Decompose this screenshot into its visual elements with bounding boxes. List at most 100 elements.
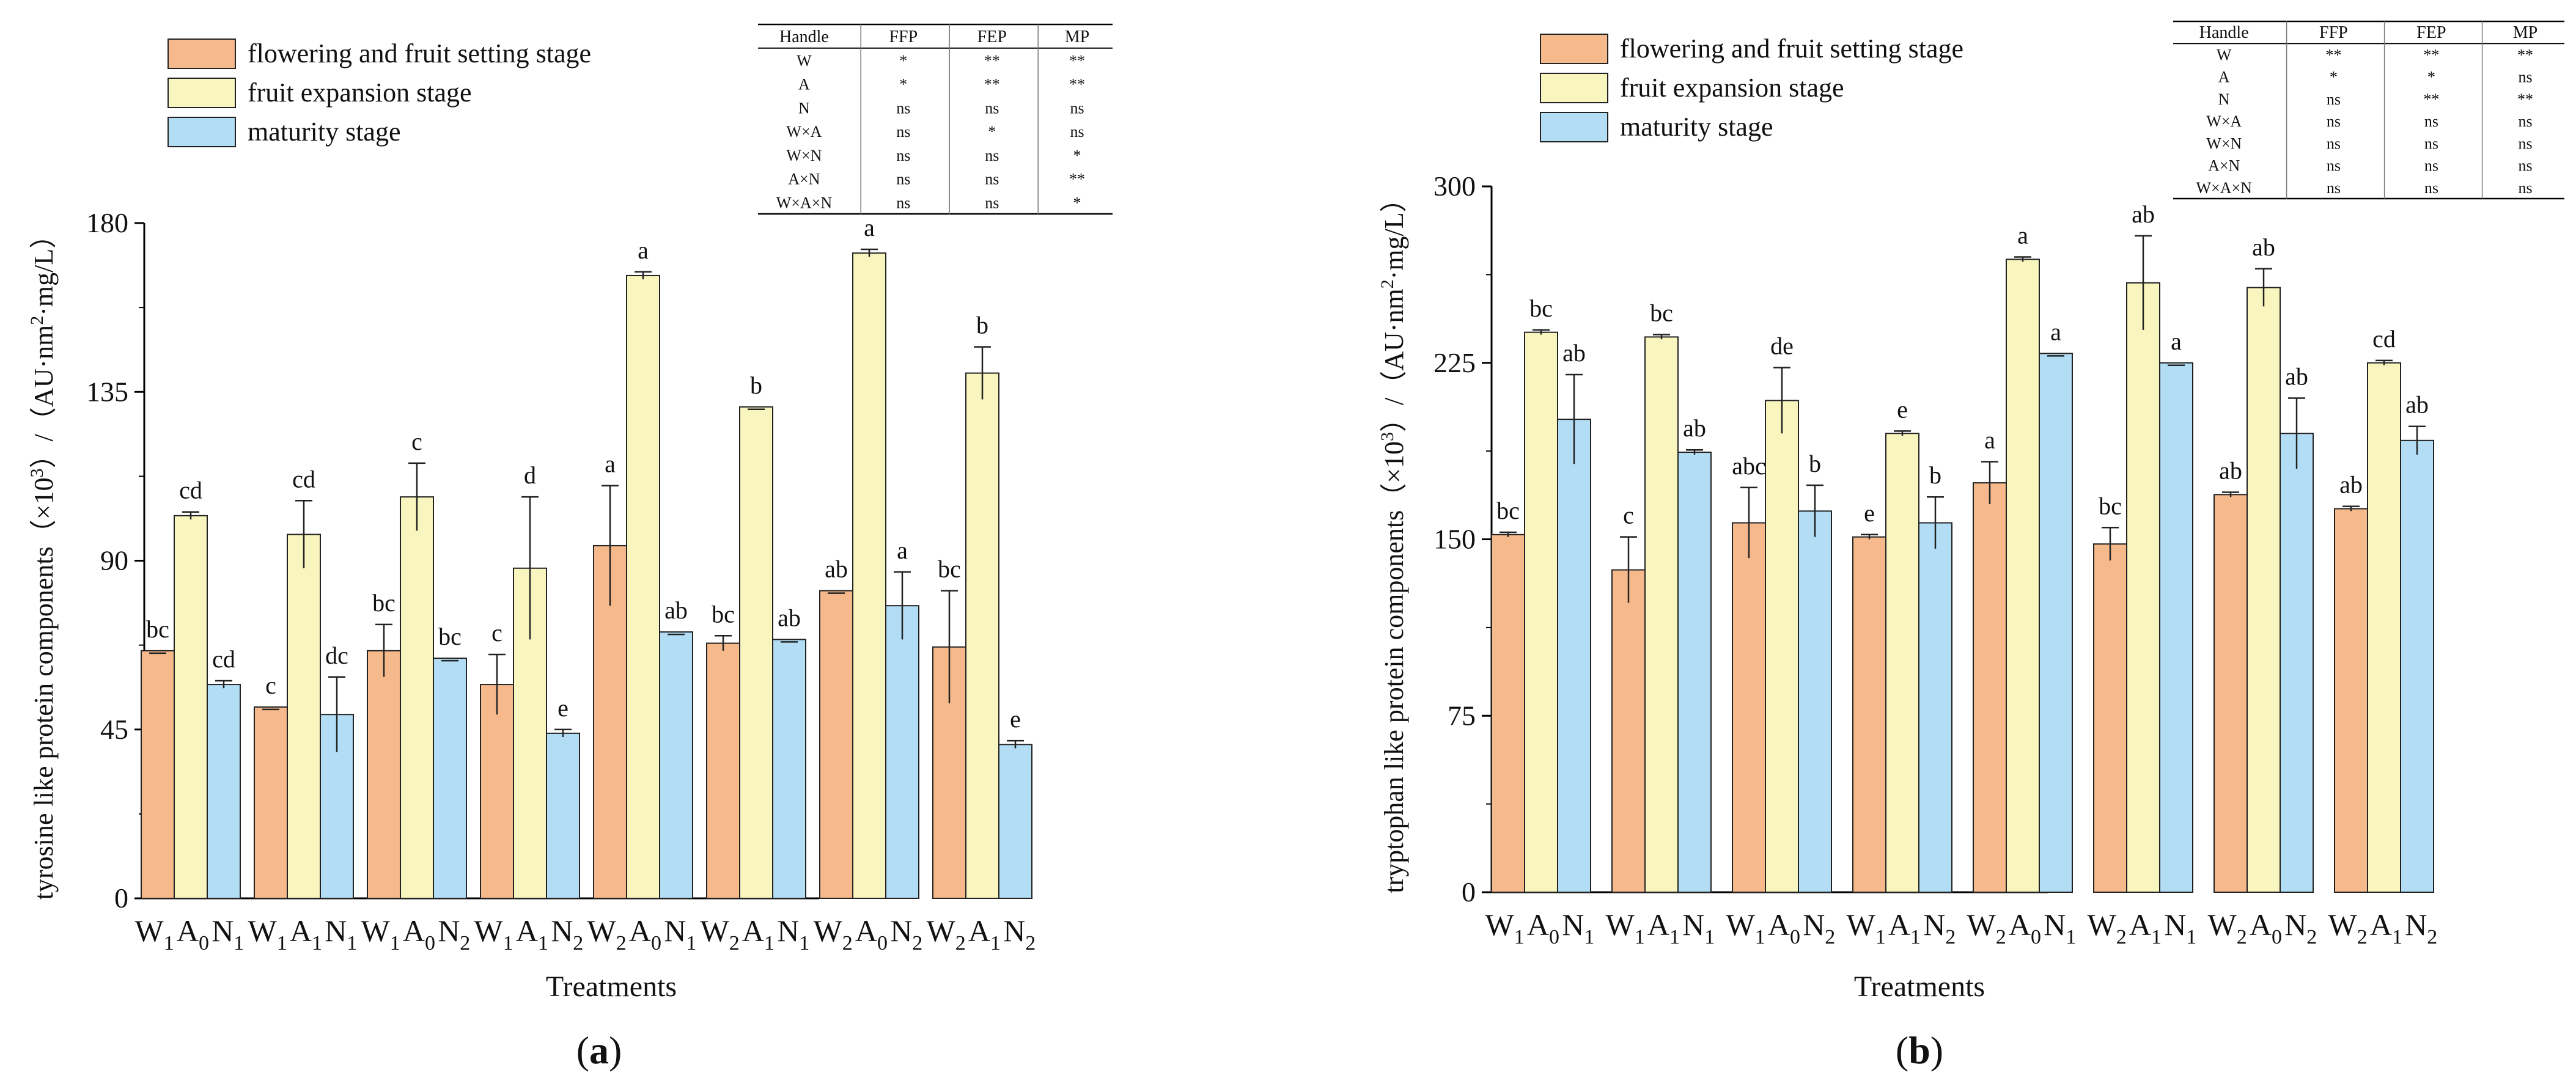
panel-b-significance-letter: c (1623, 502, 1634, 529)
panel-a-table-cell: W×A (786, 123, 822, 141)
panel-a-bar (965, 372, 999, 899)
panel-a-significance-letter: c (491, 619, 502, 647)
panel-b-significance-letter: e (1864, 499, 1875, 527)
panel-a-significance-letter: cd (179, 477, 202, 504)
panel-a-table-cell: ns (1070, 123, 1084, 141)
panel-b-bar (2006, 258, 2040, 893)
panel-a-significance-letter: bc (372, 589, 396, 617)
panel-a-table-cell: ns (896, 170, 910, 188)
panel-a-y-axis-label: tyrosine like protein components（×103）/（… (27, 222, 59, 900)
panel-b-significance-letter: cd (2372, 325, 2396, 353)
panel-b-legend-swatch (1540, 73, 1608, 103)
panel-b-bar (2126, 282, 2160, 893)
panel-a-bar (367, 650, 401, 900)
panel-b-x-tick-label: W1 A0 N1 (1485, 908, 1597, 948)
panel-a-x-tick-label: W1 A1 N1 (248, 914, 360, 955)
panel-a-significance-letter: d (524, 461, 536, 489)
panel-b-table-cell: ns (2518, 179, 2532, 197)
panel-b-y-tick-label: 300 (1433, 170, 1476, 202)
panel-a-table-cell: ** (1069, 170, 1085, 188)
panel-b-table-cell: W×N (2206, 134, 2242, 152)
panel-a-significance-letter: a (864, 214, 875, 241)
panel-a-significance-letter: e (1010, 705, 1021, 733)
panel-b-y-axis-label: tryptophan like protein components（×103）… (1377, 185, 1409, 893)
panel-b-table-cell: ns (2518, 157, 2532, 175)
panel-a-table-cell: ns (896, 147, 910, 164)
panel-a-bar (739, 406, 773, 899)
panel-b-table-cell: ns (2518, 134, 2532, 152)
panel-b-significance-letter: ab (2285, 363, 2308, 391)
panel-a-bar (706, 642, 740, 899)
panel-a-table-cell: N (798, 99, 810, 117)
panel-a-table-cell: ns (896, 123, 910, 141)
panel-a-significance-letter: cd (212, 645, 235, 673)
panel-a-legend-swatch (167, 38, 236, 69)
panel-b-table-cell: ns (2327, 90, 2341, 108)
panel-a-bar (207, 684, 241, 900)
panel-a-table-cell: * (899, 52, 907, 70)
panel-a-y-tick-label: 45 (100, 714, 128, 745)
panel-a-table-cell: ns (896, 99, 910, 117)
panel-a-y-tick-label: 180 (86, 207, 128, 238)
panel-b-bar (2367, 362, 2401, 893)
panel-a-bar (480, 684, 514, 900)
panel-b-significance-letter: bc (1496, 497, 1520, 524)
panel-b-significance-letter: bc (2099, 492, 2122, 519)
panel-b-significance-letter: a (2171, 328, 2182, 355)
panel-a-bar (174, 515, 208, 899)
panel-a-x-tick-label: W2 A1 N1 (701, 914, 812, 955)
panel-b-bar (1798, 510, 1832, 893)
panel-a-x-tick-label: W2 A1 N2 (927, 914, 1039, 955)
panel-a-table-cell: W×A×N (776, 194, 833, 211)
panel-a-significance-letter: a (897, 537, 908, 564)
panel-a-table-cell: * (899, 76, 907, 94)
panel-b-significance-letter: b (1929, 461, 1941, 489)
panel-b-table-cell: ** (2325, 46, 2341, 64)
panel-a-significance-letter: ab (778, 604, 801, 631)
panel-b-x-tick-label: W2 A0 N2 (2208, 908, 2320, 948)
panel-b-bar (2093, 543, 2127, 893)
panel-a-significance-letter: b (976, 312, 988, 339)
panel-a-significance-letter: ab (825, 556, 848, 583)
panel-b-significance-letter: a (2017, 222, 2028, 249)
panel-b-table-cell: A (2218, 68, 2230, 86)
panel-b-x-tick-label: W2 A1 N1 (2088, 908, 2199, 948)
panel-b-bar (1557, 419, 1591, 893)
panel-a-bar (546, 732, 580, 900)
panel-a-table-cell: ns (896, 194, 910, 211)
panel-b-bar (2400, 439, 2434, 893)
panel-b-significance-letter: a (2050, 318, 2061, 345)
panel-b-table-header-cell: MP (2513, 23, 2537, 42)
panel-b-table-cell: ns (2424, 112, 2438, 130)
panel-b-y-tick-label: 225 (1433, 347, 1476, 378)
panel-a-table-cell: ** (1069, 52, 1085, 70)
panel-a-y-tick-label: 135 (86, 376, 128, 407)
panel-a-significance-letter: a (638, 237, 649, 264)
panel-b-bar (2214, 494, 2248, 893)
panel-b-legend-label: fruit expansion stage (1620, 73, 1844, 103)
panel-a-bar (659, 631, 693, 900)
panel-a-table-cell: * (988, 123, 996, 141)
panel-a-x-tick-label: W1 A1 N2 (474, 914, 586, 955)
panel-b-significance-letter: ab (2405, 391, 2429, 419)
panel-a-table-cell: W×N (786, 147, 822, 164)
panel-b-legend-label: maturity stage (1620, 112, 1773, 142)
panel-b-table-cell: ns (2518, 112, 2532, 130)
panel-b-table-header-cell: FFP (2319, 23, 2348, 42)
panel-a-table-cell: ** (984, 52, 1000, 70)
panel-b-table-cell: ns (2518, 68, 2532, 86)
panel-b-table-cell: A×N (2208, 157, 2240, 175)
panel-b-bar (1918, 522, 1952, 893)
panel-b-y-tick-label: 0 (1462, 876, 1476, 908)
panel-a-bar (885, 605, 919, 900)
panel-a-table-header-cell: Handle (779, 28, 829, 46)
panel-a-significance-letter: bc (712, 600, 735, 628)
panel-a-significance-letter: c (411, 428, 422, 455)
panel-a-legend-label: maturity stage (248, 117, 401, 147)
panel-a-legend-label: fruit expansion stage (248, 78, 472, 108)
panel-a-table-cell: A×N (788, 170, 820, 188)
panel-a-bar (852, 252, 886, 900)
panel-b-legend-label: flowering and fruit setting stage (1620, 34, 1963, 64)
